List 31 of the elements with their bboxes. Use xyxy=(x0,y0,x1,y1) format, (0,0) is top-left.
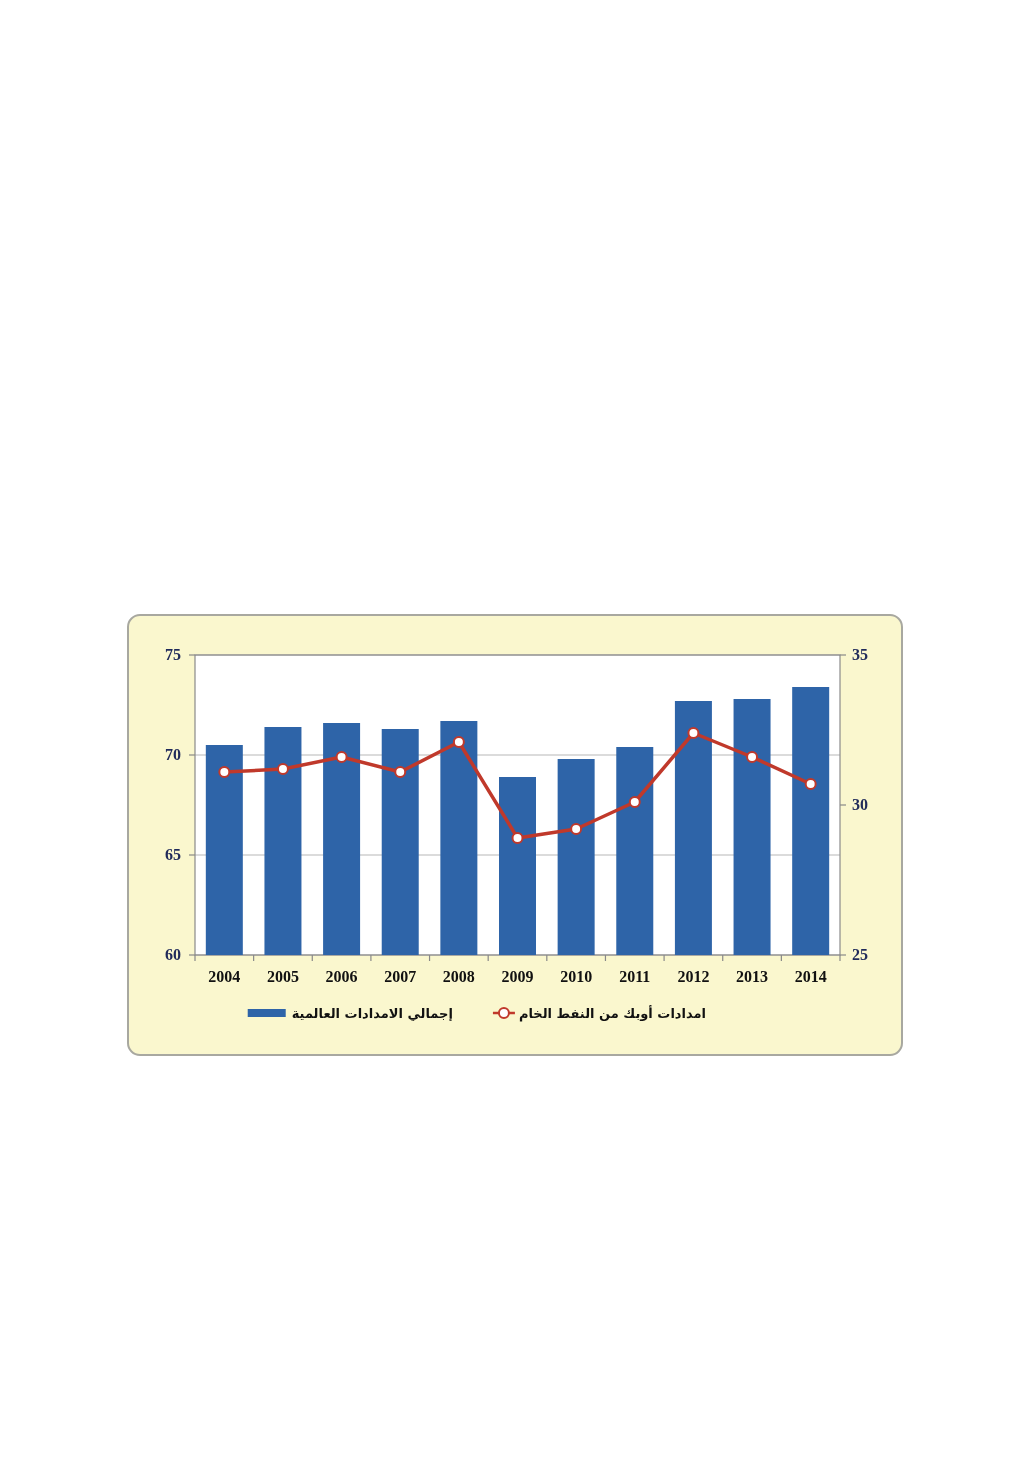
x-tick-label: 2004 xyxy=(208,968,241,985)
point xyxy=(628,796,641,808)
point xyxy=(804,778,817,790)
y-tick-label: 70 xyxy=(165,746,181,763)
x-tick-label: 2013 xyxy=(736,968,769,985)
x-tick-label: 2011 xyxy=(619,968,651,985)
point xyxy=(218,766,231,778)
y2-tick-label: 25 xyxy=(852,946,868,963)
y-tick-label: 75 xyxy=(165,646,181,663)
point xyxy=(335,751,348,763)
point xyxy=(452,736,465,748)
y-tick-label: 65 xyxy=(165,846,181,863)
point xyxy=(746,751,759,763)
x-tick-label: 2006 xyxy=(325,968,358,985)
legend-label: امدادات أوبك من النفط الخام xyxy=(518,1005,706,1022)
x-tick-label: 2012 xyxy=(677,968,710,985)
x-tick-label: 2005 xyxy=(266,968,299,985)
x-tick-label: 2008 xyxy=(442,968,475,985)
x-tick-label: 2007 xyxy=(384,968,417,985)
y-tick-label: 60 xyxy=(165,946,181,963)
x-tick-label: 2010 xyxy=(560,968,593,985)
point xyxy=(687,727,700,739)
legend-label: إجمالي الامدادات العالمية xyxy=(291,1006,453,1021)
x-tick-label: 2009 xyxy=(501,968,534,985)
point xyxy=(511,832,524,844)
y2-tick-label: 30 xyxy=(852,796,868,813)
x-tick-label: 2014 xyxy=(794,968,827,985)
point xyxy=(570,823,583,835)
point xyxy=(394,766,407,778)
point xyxy=(276,763,289,775)
y2-tick-label: 35 xyxy=(852,646,868,663)
